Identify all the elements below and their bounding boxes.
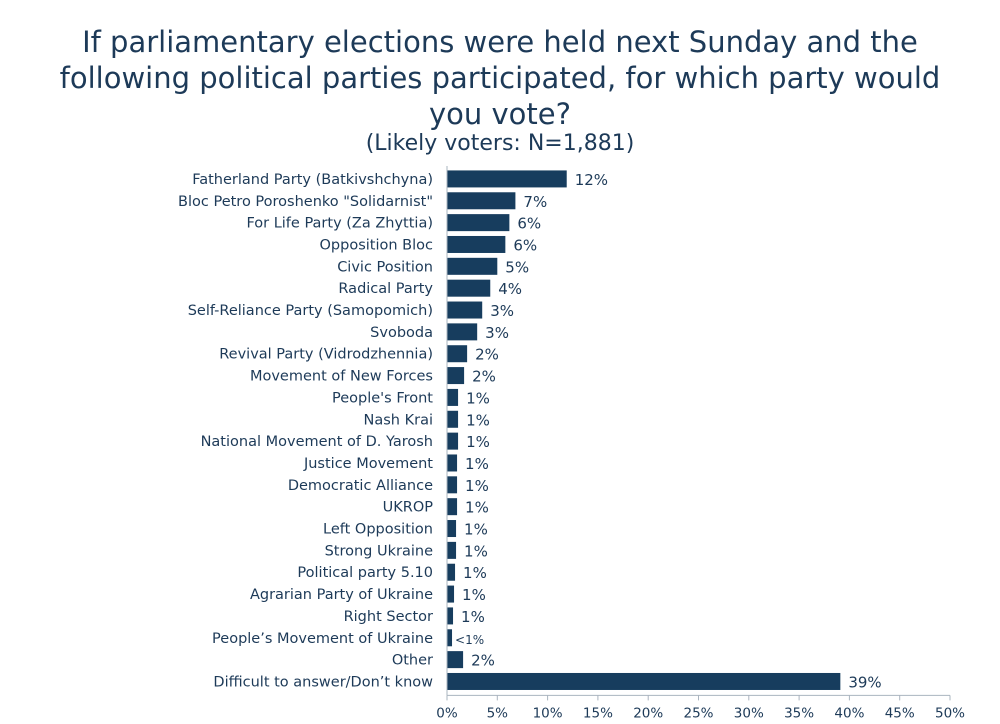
bar: [447, 498, 458, 516]
value-label: 1%: [464, 521, 488, 539]
value-label: 3%: [485, 324, 509, 342]
category-label: Strong Ukraine: [325, 543, 433, 559]
category-label: Democratic Alliance: [288, 478, 433, 494]
value-label: 1%: [465, 477, 489, 495]
value-label: 2%: [471, 652, 495, 670]
category-label: Bloc Petro Poroshenko "Solidarnist": [178, 194, 433, 210]
category-label: Svoboda: [370, 325, 433, 341]
bar: [447, 629, 453, 647]
x-tick-label: 45%: [885, 705, 915, 721]
value-label: 1%: [465, 455, 489, 473]
bar: [447, 541, 457, 559]
value-label: 1%: [463, 564, 487, 582]
bar: [447, 367, 465, 385]
category-label: People's Front: [332, 390, 433, 406]
category-label: People’s Movement of Ukraine: [212, 631, 433, 647]
x-tick-label: 40%: [834, 705, 864, 721]
category-label: Difficult to answer/Don’t know: [213, 674, 433, 690]
category-label: Fatherland Party (Batkivshchyna): [192, 172, 433, 188]
value-label: 1%: [462, 586, 486, 604]
x-tick-label: 15%: [583, 705, 613, 721]
x-tick-label: 10%: [533, 705, 563, 721]
category-label: UKROP: [383, 500, 434, 516]
value-label: 39%: [848, 673, 881, 691]
value-label: <1%: [455, 633, 484, 647]
value-label: 1%: [466, 433, 490, 451]
bar: [447, 388, 459, 406]
value-label: 3%: [490, 302, 514, 320]
value-label: 7%: [523, 193, 547, 211]
bar: [447, 651, 464, 669]
category-label: Left Opposition: [323, 522, 433, 538]
category-label: Justice Movement: [303, 456, 433, 472]
category-label: Opposition Bloc: [320, 237, 434, 253]
category-label: Agrarian Party of Ukraine: [250, 587, 433, 603]
chart-subtitle: (Likely voters: N=1,881): [365, 131, 635, 156]
x-tick-label: 25%: [683, 705, 713, 721]
x-tick-label: 5%: [487, 705, 509, 721]
bar: [447, 170, 567, 188]
chart-title: If parliamentary elections were held nex…: [59, 25, 941, 131]
value-label: 1%: [464, 542, 488, 560]
x-tick-label: 50%: [935, 705, 965, 721]
bar: [447, 410, 459, 428]
bar: [447, 672, 841, 690]
category-label: Revival Party (Vidrodzhennia): [219, 347, 433, 363]
bar: [447, 520, 457, 538]
category-label: Nash Krai: [364, 412, 433, 428]
bar: [447, 607, 454, 625]
category-label: National Movement of D. Yarosh: [201, 434, 433, 450]
bar: [447, 454, 458, 472]
value-label: 5%: [505, 258, 529, 276]
x-tick-label: 0%: [436, 705, 458, 721]
bar: [447, 279, 491, 297]
x-tick-label: 30%: [734, 705, 764, 721]
x-tick-label: 35%: [784, 705, 814, 721]
bar: [447, 301, 483, 319]
x-tick-label: 20%: [633, 705, 663, 721]
bar: [447, 235, 506, 253]
value-label: 1%: [466, 389, 490, 407]
value-label: 12%: [575, 171, 608, 189]
category-label: Civic Position: [337, 259, 433, 275]
category-label: Right Sector: [344, 609, 433, 625]
category-label: Other: [392, 653, 433, 669]
value-label: 1%: [461, 608, 485, 626]
value-label: 2%: [475, 346, 499, 364]
bar: [447, 476, 458, 494]
category-label: Movement of New Forces: [250, 369, 433, 385]
bar: [447, 192, 516, 210]
bar: [447, 432, 459, 450]
value-label: 2%: [472, 368, 496, 386]
bar: [447, 214, 510, 232]
value-label: 1%: [466, 411, 490, 429]
value-label: 6%: [513, 236, 537, 254]
category-label: Radical Party: [338, 281, 433, 297]
value-label: 6%: [517, 215, 541, 233]
bar: [447, 323, 478, 341]
category-label: Self-Reliance Party (Samopomich): [188, 303, 433, 319]
bar: [447, 345, 468, 363]
bar: [447, 257, 498, 275]
bar: [447, 563, 456, 581]
category-label: Political party 5.10: [297, 565, 433, 581]
bar: [447, 585, 455, 603]
category-label: For Life Party (Za Zhyttia): [246, 216, 433, 232]
value-label: 1%: [465, 499, 489, 517]
value-label: 4%: [498, 280, 522, 298]
